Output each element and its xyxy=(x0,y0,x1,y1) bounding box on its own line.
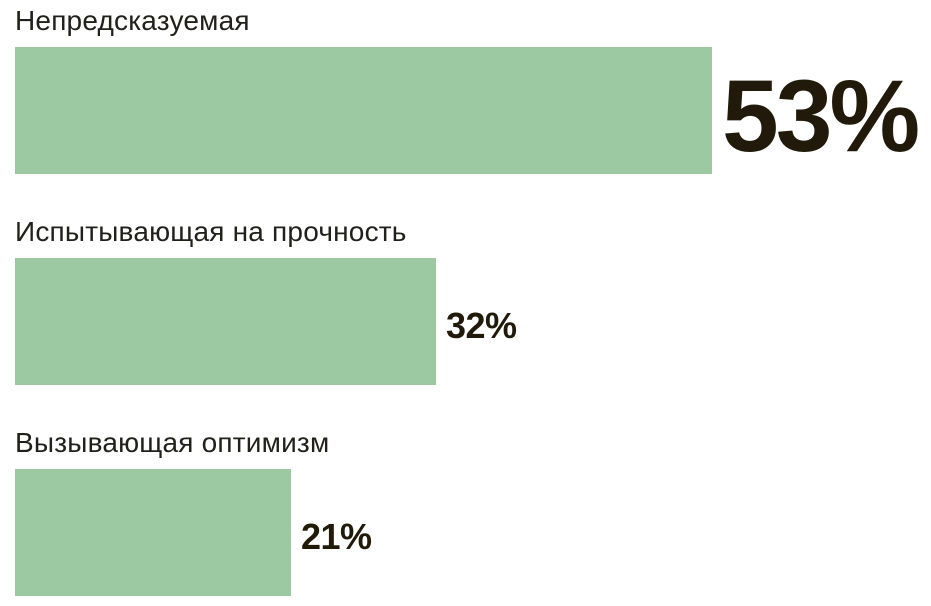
category-label: Непредсказуемая xyxy=(15,5,250,36)
bar xyxy=(15,469,291,596)
bar-track: 53% xyxy=(15,47,931,174)
bar-row: Испытывающая на прочность 32% xyxy=(15,216,931,385)
value-label: 53% xyxy=(722,59,920,173)
value-label: 21% xyxy=(301,515,372,557)
bar-row: Вызывающая оптимизм 21% xyxy=(15,427,931,596)
bar xyxy=(15,47,712,174)
bar xyxy=(15,258,436,385)
bar-track: 21% xyxy=(15,469,931,596)
value-label: 32% xyxy=(446,304,517,346)
bar-row: Непредсказуемая 53% xyxy=(15,5,931,174)
bar-track: 32% xyxy=(15,258,931,385)
category-label: Испытывающая на прочность xyxy=(15,216,407,247)
category-label: Вызывающая оптимизм xyxy=(15,427,330,458)
